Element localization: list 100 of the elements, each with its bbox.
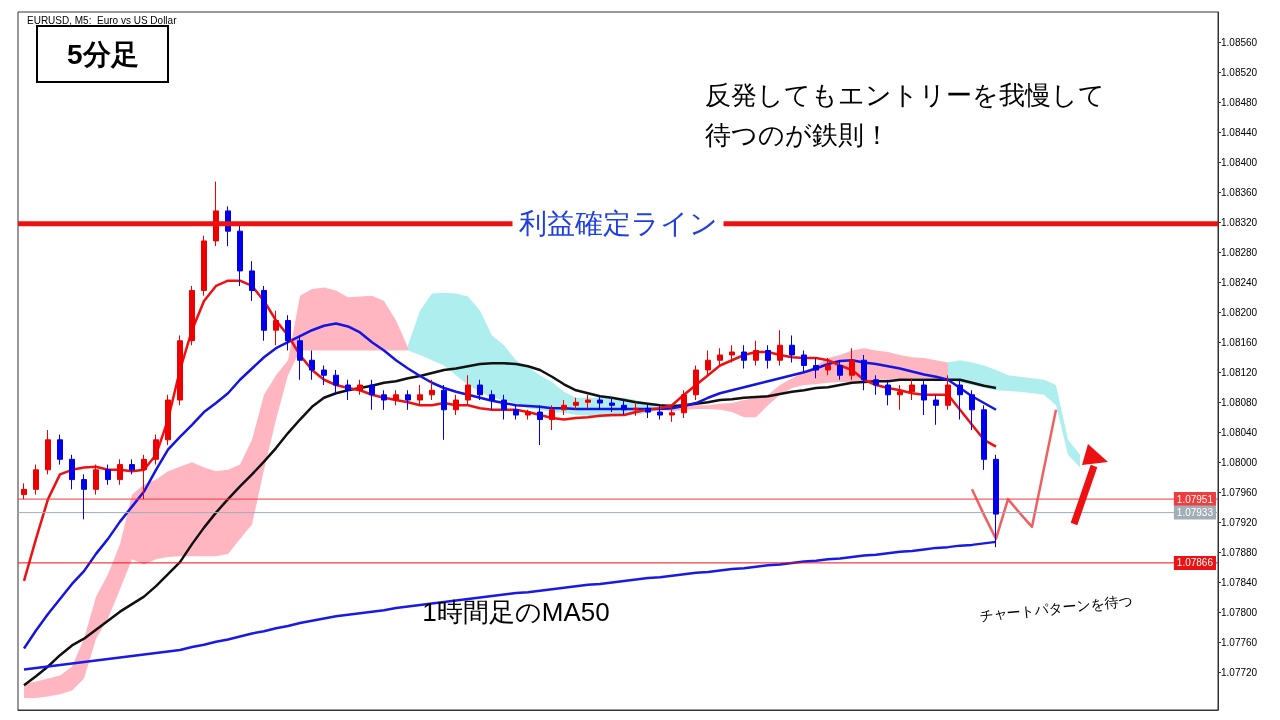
candlestick [489,389,495,411]
candlestick [117,458,123,486]
y-tick-label: 1.08120 [1221,366,1258,378]
candlestick [153,434,159,466]
text: 5分足 [67,38,139,70]
candlestick [777,329,783,366]
candlestick [969,389,975,431]
candlestick [957,379,963,421]
candlestick [753,340,759,366]
candlestick [129,458,135,475]
y-tick-label: 1.08320 [1221,216,1258,228]
candlestick [981,404,987,471]
series-label: 1時間足のMA50 [422,596,610,627]
candlestick [261,285,267,342]
y-tick-label: 1.08480 [1221,96,1258,108]
candlestick [873,374,879,396]
ref-line-label: 1.07951 [1176,493,1214,505]
candlestick [57,434,63,466]
candlestick [309,349,315,381]
candlestick [189,285,195,346]
candlestick [549,404,555,431]
candlestick [921,379,927,416]
candlestick [381,389,387,411]
candlestick [345,379,351,401]
candlestick [861,354,867,391]
candlestick [837,359,843,381]
candlestick [765,344,771,370]
candlestick [45,429,51,475]
y-tick-label: 1.08080 [1221,396,1258,408]
candlestick [441,384,447,441]
y-tick-label: 1.07800 [1221,606,1258,618]
candlestick [417,384,423,406]
candlestick [669,404,675,423]
ref-line-label: 利益確定ライン [518,208,718,240]
candlestick [705,349,711,376]
candlestick [501,394,507,421]
candlestick [429,379,435,401]
candlestick [201,235,207,297]
candlestick [21,482,27,500]
candlestick [525,409,531,421]
y-tick-label: 1.07920 [1221,516,1258,528]
y-tick-label: 1.08160 [1221,336,1258,348]
y-tick-label: 1.07960 [1221,486,1258,498]
candlestick [717,347,723,366]
candlestick [93,464,99,496]
y-tick-label: 1.08280 [1221,246,1258,258]
candlestick [165,394,171,446]
candlestick [333,369,339,396]
ref-line-label: 1.07866 [1176,557,1214,569]
candlestick [945,374,951,411]
ref-line-label: 1.07933 [1176,507,1214,519]
y-tick-label: 1.07760 [1221,636,1258,648]
y-tick-label: 1.08440 [1221,126,1258,138]
candlestick [825,357,831,376]
y-tick-label: 1.08560 [1221,36,1258,48]
candlestick [633,401,639,417]
candlestick [561,399,567,416]
candlestick [513,404,519,421]
y-tick-label: 1.08000 [1221,456,1258,468]
candlestick [357,379,363,396]
candlestick [609,397,615,413]
candlestick [465,374,471,406]
candlestick [693,365,699,401]
candlestick [393,389,399,406]
y-tick-label: 1.08400 [1221,156,1258,168]
y-tick-label: 1.08520 [1221,66,1258,78]
candlestick [849,347,855,381]
candlestick [249,260,255,302]
y-tick-label: 1.08040 [1221,426,1258,438]
candlestick [573,397,579,411]
candlestick [33,464,39,496]
chart-subtitle: EURUSD, M5: Euro vs US Dollar [27,14,178,26]
candlestick [621,399,627,416]
candlestick [933,394,939,426]
candlestick [81,473,87,520]
y-tick-label: 1.08360 [1221,186,1258,198]
candlestick [909,377,915,401]
candlestick [405,389,411,411]
candlestick [741,344,747,370]
candlestick [177,334,183,406]
candlestick [297,334,303,381]
candlestick [801,349,807,373]
candlestick [141,454,147,500]
candlestick [681,389,687,419]
annotation: 反発してもエントリーを我慢して待つのが鉄則！ [705,80,1105,151]
candlestick [273,310,279,346]
y-tick-label: 1.08200 [1221,306,1258,318]
candlestick [645,403,651,419]
candlestick [789,334,795,363]
candlestick [885,379,891,406]
candlestick [729,344,735,363]
candlestick [69,454,75,490]
candlestick [657,405,663,421]
y-tick-label: 1.07720 [1221,666,1258,678]
candlestick [285,314,291,351]
candlestick [585,394,591,409]
annotation: チャートパターンを待つ [978,592,1134,624]
candlestick [477,379,483,401]
line-series [970,408,1058,541]
candlestick [897,384,903,411]
